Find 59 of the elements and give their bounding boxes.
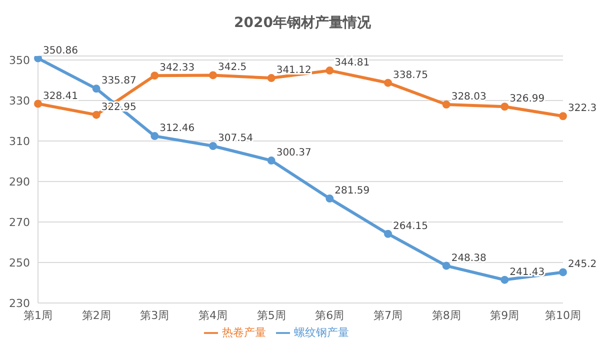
- data-label: 248.38: [451, 252, 486, 264]
- point: [150, 132, 159, 140]
- x-tick-label: 第1周: [24, 308, 52, 322]
- point: [326, 194, 334, 203]
- x-tick-label: 第5周: [256, 308, 286, 322]
- point: [34, 100, 42, 108]
- data-label: 307.54: [218, 133, 253, 144]
- point: [326, 66, 334, 75]
- chart-title: 2020年钢材产量情况: [233, 14, 372, 33]
- x-tick-label: 第8周: [432, 308, 461, 322]
- point: [500, 102, 509, 111]
- point: [92, 84, 100, 93]
- data-label: 245.2: [568, 259, 597, 270]
- data-label: 342.5: [218, 62, 247, 74]
- point: [384, 78, 392, 87]
- y-tick-label: 310: [9, 134, 30, 148]
- data-label: 264.15: [393, 220, 428, 232]
- data-label: 341.12: [276, 65, 312, 76]
- point: [442, 100, 450, 109]
- point: [150, 72, 159, 80]
- x-tick-label: 第10周: [545, 308, 581, 322]
- data-label: 241.43: [510, 266, 545, 278]
- y-tick-label: 330: [9, 94, 30, 108]
- point: [442, 262, 450, 270]
- x-tick-label: 第6周: [315, 308, 344, 322]
- data-label: 328.41: [43, 90, 78, 102]
- data-label: 322.3: [568, 103, 597, 114]
- data-label: 338.75: [393, 70, 428, 81]
- point: [92, 110, 100, 119]
- y-tick-label: 350: [9, 54, 30, 67]
- x-tick-label: 第3周: [140, 308, 170, 322]
- point: [559, 268, 567, 276]
- point: [267, 156, 276, 165]
- x-tick-label: 第9周: [490, 308, 520, 322]
- point: [34, 56, 42, 62]
- data-label: 326.99: [510, 94, 545, 105]
- point: [267, 74, 276, 82]
- y-tick-label: 290: [9, 175, 30, 188]
- data-label: 344.81: [334, 58, 370, 69]
- y-tick-label: 230: [9, 296, 30, 310]
- legend-label: 热卷产量: [222, 326, 266, 339]
- data-label: 328.03: [451, 92, 486, 103]
- y-tick-label: 270: [9, 216, 30, 229]
- data-label: 350.86: [43, 45, 78, 56]
- point: [209, 71, 217, 80]
- x-tick-label: 第7周: [374, 308, 402, 322]
- point: [559, 112, 567, 120]
- data-label: 281.59: [334, 186, 370, 197]
- point: [384, 230, 392, 238]
- data-label: 312.46: [160, 123, 195, 134]
- legend-label: 螺纹钢产量: [294, 326, 349, 339]
- data-label: 342.33: [160, 62, 195, 74]
- x-tick-label: 第4周: [198, 308, 228, 322]
- y-tick-label: 250: [9, 256, 30, 270]
- point: [209, 142, 217, 150]
- x-tick-label: 第2周: [82, 308, 111, 322]
- point: [500, 276, 509, 284]
- data-label: 335.87: [101, 76, 136, 87]
- data-label: 300.37: [276, 148, 312, 159]
